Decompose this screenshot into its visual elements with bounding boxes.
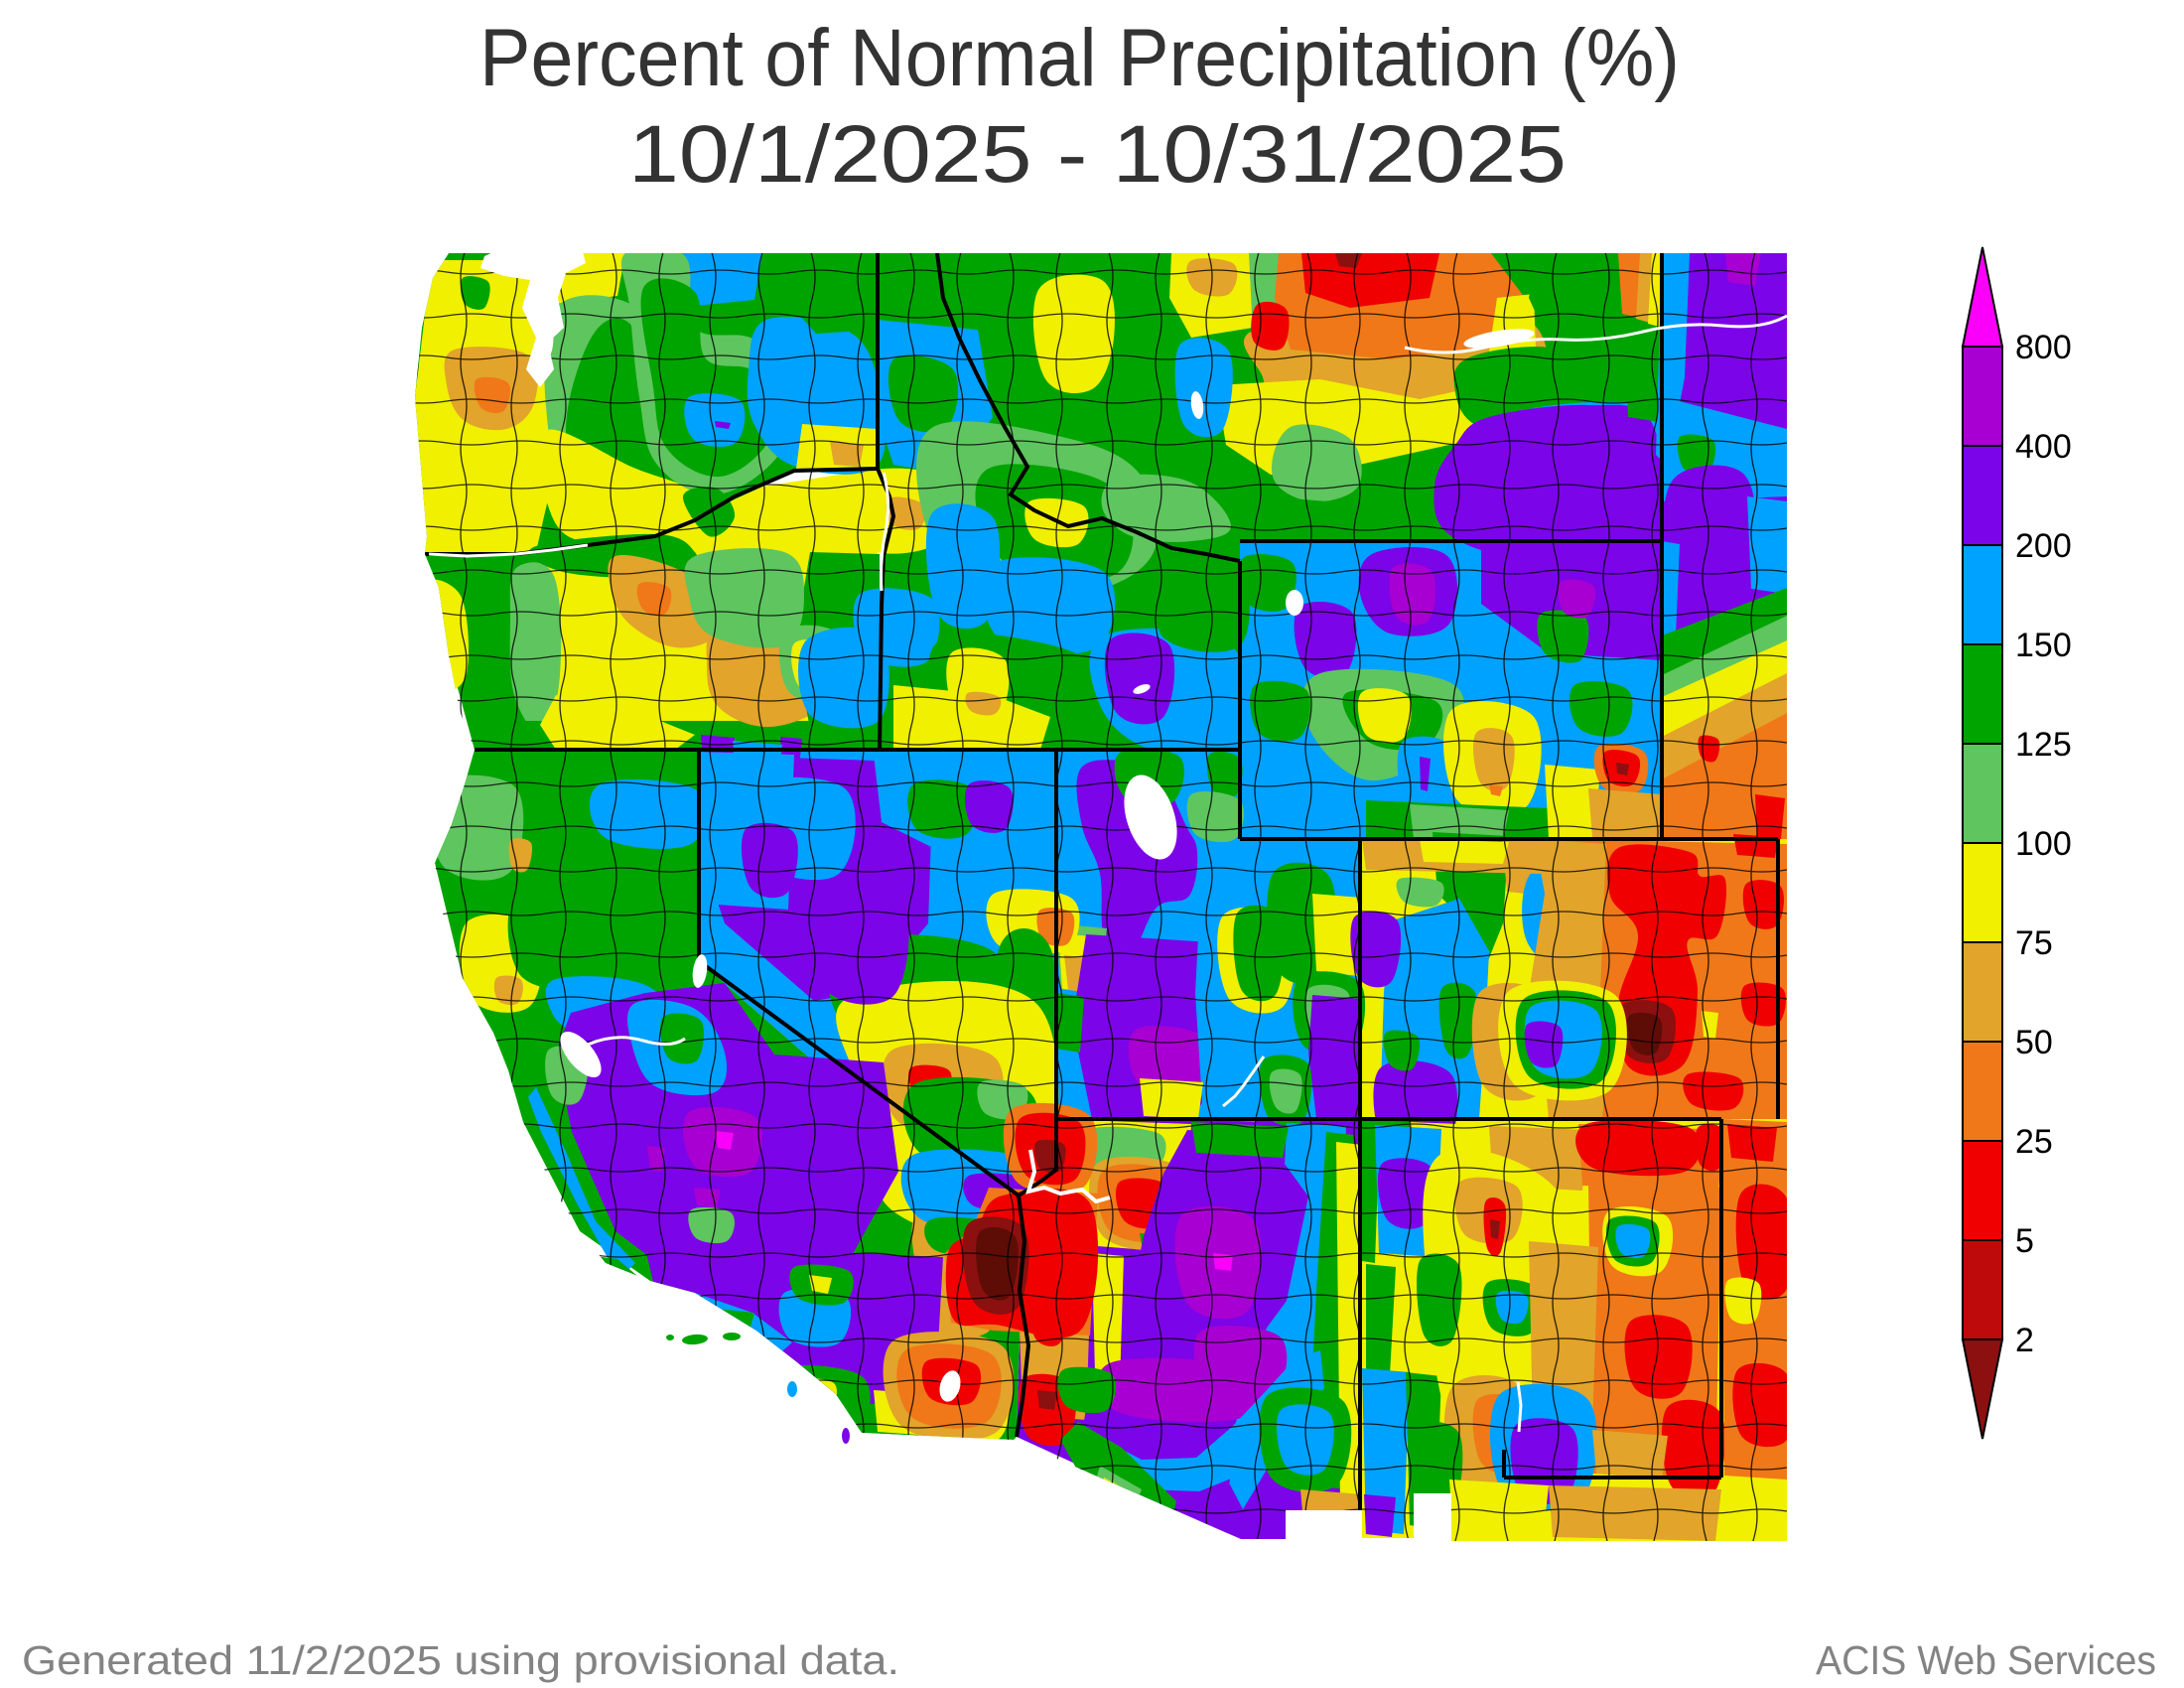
svg-text:150: 150 [2015, 627, 2072, 664]
svg-text:ACIS Web Services: ACIS Web Services [1816, 1637, 2156, 1683]
svg-text:Percent of Normal Precipitatio: Percent of Normal Precipitation (%) [479, 13, 1680, 103]
svg-text:5: 5 [2015, 1222, 2034, 1260]
svg-text:50: 50 [2015, 1024, 2053, 1061]
svg-text:125: 125 [2015, 726, 2072, 764]
svg-text:10/1/2025 - 10/31/2025: 10/1/2025 - 10/31/2025 [628, 109, 1567, 200]
svg-text:200: 200 [2015, 527, 2072, 565]
svg-text:25: 25 [2015, 1123, 2053, 1161]
svg-text:400: 400 [2015, 428, 2072, 466]
svg-text:Generated 11/2/2025 using prov: Generated 11/2/2025 using provisional da… [22, 1637, 899, 1683]
svg-text:800: 800 [2015, 329, 2072, 366]
svg-text:75: 75 [2015, 924, 2053, 962]
svg-text:100: 100 [2015, 825, 2072, 863]
svg-text:2: 2 [2015, 1322, 2034, 1359]
